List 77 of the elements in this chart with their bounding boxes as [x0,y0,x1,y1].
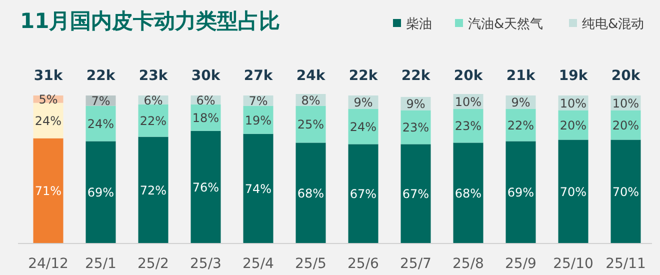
data-label: 20% [612,118,640,132]
data-label: 8% [301,93,320,108]
bar [506,141,536,243]
data-label: 67% [402,187,430,202]
data-label: 22% [507,118,534,132]
x-tick-label: 25/5 [295,256,326,272]
x-tick-label: 25/6 [348,256,380,272]
data-label: 70% [560,184,587,199]
data-label: 69% [507,186,534,200]
text: 22k [401,68,431,84]
bar [138,136,168,243]
data-label: 72% [140,183,167,198]
data-label: 19% [244,113,272,128]
x-tick-label: 25/9 [505,256,536,272]
x-tick-label: 25/11 [606,256,646,272]
text: 23k [138,68,168,84]
bar [243,134,274,243]
x-tick-label: 24/12 [28,256,68,272]
text: 21k [506,68,536,84]
data-label: 10% [454,94,482,109]
data-label: 9% [354,96,373,110]
x-tick-label: 25/10 [553,256,594,272]
text: 20k [611,68,641,84]
data-label: 9% [406,97,426,112]
data-label: 67% [350,187,377,202]
text: 27k [244,68,274,84]
bar [296,142,326,243]
text: 31k [34,68,64,84]
text: 22k [86,68,116,84]
data-label: 71% [34,184,62,198]
bar [558,140,588,243]
bar [33,102,64,138]
data-label: 70% [612,184,640,199]
bar [400,144,431,243]
data-label: 24% [34,114,62,128]
bar [610,140,641,243]
legend-label: 柴油 [406,17,432,32]
bar [33,138,64,243]
data-label: 76% [192,180,220,194]
text: 19k [558,68,588,84]
data-label: 22% [140,114,167,128]
x-tick-label: 25/2 [138,256,169,272]
chart-title: 11月国内皮卡动力类型占比 [20,9,280,33]
data-label: 69% [87,186,114,200]
legend-label: 纯电&混动 [582,17,644,32]
data-label: 20% [560,118,587,132]
data-label: 6% [144,93,163,108]
x-tick-label: 25/3 [190,256,222,272]
bar [190,130,221,243]
data-label: 74% [244,182,272,196]
bar [348,144,378,243]
text: 30k [191,68,221,84]
data-label: 10% [612,96,640,110]
data-label: 68% [454,186,482,200]
data-label: 25% [297,118,324,132]
data-label: 24% [350,120,377,134]
data-label: 24% [87,117,114,132]
bar [86,141,116,243]
text: 22k [348,68,378,84]
text: 24k [296,68,326,84]
data-label: 6% [196,93,216,108]
data-label: 9% [511,96,530,110]
legend-label: 汽油&天然气 [468,17,544,32]
data-label: 5% [38,92,58,107]
x-tick-label: 25/7 [400,256,432,272]
data-label: 7% [91,94,110,108]
data-label: 23% [454,119,482,134]
text: 20k [454,68,484,84]
data-label: 10% [560,96,587,110]
x-tick-label: 25/4 [242,256,274,272]
data-label: 23% [402,120,430,135]
data-label: 7% [248,94,268,108]
bar [453,142,484,243]
x-tick-label: 25/8 [452,256,484,272]
data-label: 68% [297,186,324,200]
data-label: 18% [192,111,220,126]
x-tick-label: 25/1 [85,256,116,272]
